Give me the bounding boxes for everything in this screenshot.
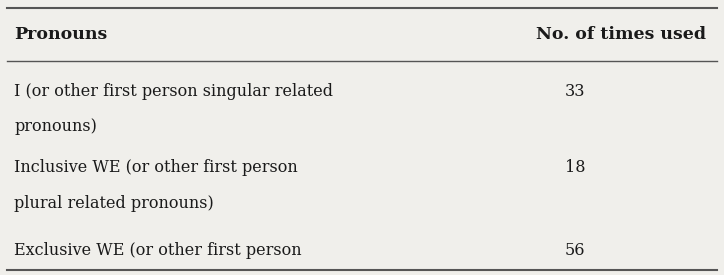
Text: 56: 56 bbox=[565, 242, 585, 259]
Text: 18: 18 bbox=[565, 160, 585, 177]
Text: Pronouns: Pronouns bbox=[14, 26, 108, 43]
Text: 33: 33 bbox=[565, 82, 585, 100]
Text: Inclusive WE (or other first person: Inclusive WE (or other first person bbox=[14, 160, 298, 177]
Text: I (or other first person singular related: I (or other first person singular relate… bbox=[14, 82, 334, 100]
Text: plural related pronouns): plural related pronouns) bbox=[14, 195, 214, 212]
Text: No. of times used: No. of times used bbox=[536, 26, 706, 43]
Text: pronouns): pronouns) bbox=[14, 118, 97, 135]
Text: Exclusive WE (or other first person: Exclusive WE (or other first person bbox=[14, 242, 302, 259]
